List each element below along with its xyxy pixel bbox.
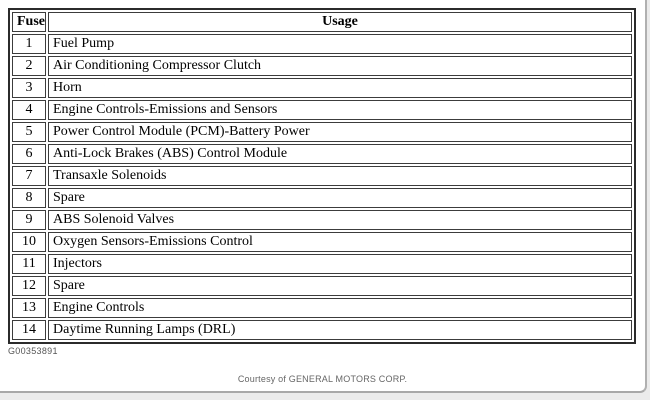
fuse-number: 8 [12,188,46,208]
table-row: 1 Fuel Pump [12,34,632,54]
table-row: 6 Anti-Lock Brakes (ABS) Control Module [12,144,632,164]
usage-value: ABS Solenoid Valves [48,210,632,230]
fuse-number: 11 [12,254,46,274]
fuse-number: 6 [12,144,46,164]
table-row: 5 Power Control Module (PCM)-Battery Pow… [12,122,632,142]
table-row: 2 Air Conditioning Compressor Clutch [12,56,632,76]
usage-value: Air Conditioning Compressor Clutch [48,56,632,76]
fuse-number: 2 [12,56,46,76]
usage-value: Horn [48,78,632,98]
fuse-number: 1 [12,34,46,54]
fuse-number: 5 [12,122,46,142]
fuse-column-header: Fuse [12,12,46,32]
table-row: 12 Spare [12,276,632,296]
usage-value: Engine Controls [48,298,632,318]
fuse-number: 13 [12,298,46,318]
fuse-number: 3 [12,78,46,98]
usage-column-header: Usage [48,12,632,32]
table-row: 11 Injectors [12,254,632,274]
usage-value: Spare [48,276,632,296]
usage-value: Spare [48,188,632,208]
table-row: 9 ABS Solenoid Valves [12,210,632,230]
usage-value: Oxygen Sensors-Emissions Control [48,232,632,252]
table-row: 4 Engine Controls-Emissions and Sensors [12,100,632,120]
fuse-number: 12 [12,276,46,296]
usage-value: Engine Controls-Emissions and Sensors [48,100,632,120]
usage-value: Fuel Pump [48,34,632,54]
table-header-row: Fuse Usage [12,12,632,32]
content-panel: Fuse Usage 1 Fuel Pump 2 Air Conditionin… [0,0,647,393]
fuse-usage-table: Fuse Usage 1 Fuel Pump 2 Air Conditionin… [8,8,636,344]
table-row: 10 Oxygen Sensors-Emissions Control [12,232,632,252]
figure-id: G00353891 [8,346,58,356]
table-row: 7 Transaxle Solenoids [12,166,632,186]
fuse-number: 7 [12,166,46,186]
usage-value: Power Control Module (PCM)-Battery Power [48,122,632,142]
table-row: 14 Daytime Running Lamps (DRL) [12,320,632,340]
courtesy-credit: Courtesy of GENERAL MOTORS CORP. [237,374,408,384]
fuse-number: 14 [12,320,46,340]
usage-value: Daytime Running Lamps (DRL) [48,320,632,340]
usage-value: Transaxle Solenoids [48,166,632,186]
usage-value: Injectors [48,254,632,274]
fuse-number: 10 [12,232,46,252]
usage-value: Anti-Lock Brakes (ABS) Control Module [48,144,632,164]
table-row: 13 Engine Controls [12,298,632,318]
table-row: 3 Horn [12,78,632,98]
fuse-number: 4 [12,100,46,120]
table-row: 8 Spare [12,188,632,208]
fuse-number: 9 [12,210,46,230]
